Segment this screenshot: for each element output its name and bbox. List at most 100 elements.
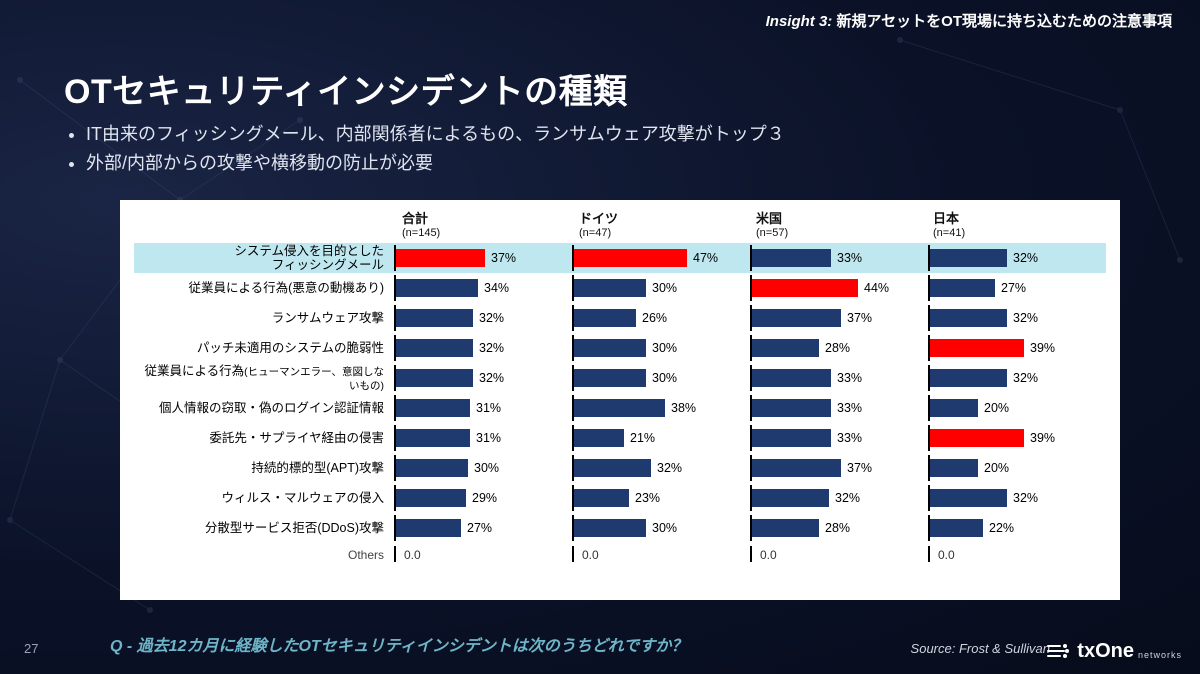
bar-cell: 28% bbox=[750, 513, 928, 543]
bar-cell: 30% bbox=[572, 333, 750, 363]
category-label: 従業員による行為(悪意の動機あり) bbox=[134, 281, 394, 295]
category-label: 持続的標的型(APT)攻撃 bbox=[134, 461, 394, 475]
bar bbox=[752, 369, 831, 387]
bar bbox=[396, 339, 473, 357]
bar-cell: 37% bbox=[750, 453, 928, 483]
category-label: 委託先・サプライヤ経由の侵害 bbox=[134, 431, 394, 445]
bar-value: 21% bbox=[630, 431, 655, 445]
bar-value: 30% bbox=[652, 341, 677, 355]
bar bbox=[396, 429, 470, 447]
insight-tag: Insight 3: 新規アセットをOT現場に持ち込むための注意事項 bbox=[766, 10, 1172, 31]
chart-row: 持続的標的型(APT)攻撃30% 32% 37%20% bbox=[134, 453, 1106, 483]
category-label: 分散型サービス拒否(DDoS)攻撃 bbox=[134, 521, 394, 535]
bar bbox=[396, 309, 473, 327]
col-header: 米国(n=57) bbox=[752, 208, 929, 239]
bar-value: 34% bbox=[484, 281, 509, 295]
bar bbox=[930, 399, 978, 417]
bar-cell: 39% bbox=[928, 333, 1106, 363]
bar bbox=[396, 459, 468, 477]
bar-value: 32% bbox=[479, 371, 504, 385]
bar bbox=[396, 249, 485, 267]
chart-row: 従業員による行為(悪意の動機あり)34%30%44%27% bbox=[134, 273, 1106, 303]
bar-value: 23% bbox=[635, 491, 660, 505]
bar-cell: 20% bbox=[928, 393, 1106, 423]
others-row: Others 0.0 0.0 0.0 0.0 bbox=[134, 543, 1106, 567]
bar bbox=[574, 399, 665, 417]
bar-cell: 32% bbox=[928, 243, 1106, 273]
chart-rows: システム侵入を目的としたフィッシングメール37%47%33%32%従業員による行… bbox=[134, 243, 1106, 543]
bar bbox=[574, 459, 651, 477]
bar-value: 32% bbox=[1013, 371, 1038, 385]
bar-cell: 23% bbox=[572, 483, 750, 513]
bar-cell: 32% bbox=[394, 303, 572, 333]
bar bbox=[930, 279, 995, 297]
bar bbox=[752, 429, 831, 447]
bar bbox=[574, 519, 646, 537]
chart-row: 従業員による行為(ヒューマンエラー、意図しないもの)32%30%33%32% bbox=[134, 363, 1106, 393]
bar-value: 26% bbox=[642, 311, 667, 325]
bar-value: 27% bbox=[467, 521, 492, 535]
page-number: 27 bbox=[24, 641, 38, 656]
bar-cell: 34% bbox=[394, 273, 572, 303]
bar bbox=[930, 249, 1007, 267]
others-label: Others bbox=[134, 548, 394, 562]
bar bbox=[396, 489, 466, 507]
bar bbox=[574, 339, 646, 357]
bar-value: 30% bbox=[652, 281, 677, 295]
bar-value: 32% bbox=[835, 491, 860, 505]
bar-cell: 30% bbox=[394, 453, 572, 483]
bar-value: 33% bbox=[837, 431, 862, 445]
category-label: ウィルス・マルウェアの侵入 bbox=[134, 491, 394, 505]
category-label: 個人情報の窃取・偽のログイン認証情報 bbox=[134, 401, 394, 415]
bar-value: 33% bbox=[837, 401, 862, 415]
bar-cell: 32% bbox=[394, 363, 572, 393]
bar-value: 32% bbox=[479, 311, 504, 325]
bar bbox=[752, 459, 841, 477]
chart-row: パッチ未適用のシステムの脆弱性32%30%28%39% bbox=[134, 333, 1106, 363]
insight-tag-prefix: Insight 3: bbox=[766, 13, 833, 30]
bar-cell: 20% bbox=[928, 453, 1106, 483]
bar-cell: 26% bbox=[572, 303, 750, 333]
bar bbox=[396, 519, 461, 537]
bar-cell: 31% bbox=[394, 423, 572, 453]
bar bbox=[574, 369, 646, 387]
chart-row: 分散型サービス拒否(DDoS)攻撃27%30%28%22% bbox=[134, 513, 1106, 543]
bar bbox=[752, 489, 829, 507]
bar bbox=[752, 339, 819, 357]
bar-value: 29% bbox=[472, 491, 497, 505]
bar-cell: 30% bbox=[572, 513, 750, 543]
chart-row: 委託先・サプライヤ経由の侵害31%21%33%39% bbox=[134, 423, 1106, 453]
bar-cell: 28% bbox=[750, 333, 928, 363]
bar-cell: 33% bbox=[750, 363, 928, 393]
col-header: ドイツ(n=47) bbox=[575, 208, 752, 239]
bar bbox=[574, 309, 636, 327]
bullet-list: IT由来のフィッシングメール、内部関係者によるもの、ランサムウェア攻撃がトップ３… bbox=[64, 120, 1140, 178]
bar-cell: 31% bbox=[394, 393, 572, 423]
bar-value: 37% bbox=[847, 311, 872, 325]
bar bbox=[574, 429, 624, 447]
bar-value: 47% bbox=[693, 251, 718, 265]
bar-value: 32% bbox=[1013, 491, 1038, 505]
brand-logo: txOne networks bbox=[1045, 638, 1182, 664]
bar-value: 37% bbox=[491, 251, 516, 265]
bullet-item: IT由来のフィッシングメール、内部関係者によるもの、ランサムウェア攻撃がトップ３ bbox=[86, 120, 1140, 149]
bar bbox=[574, 249, 687, 267]
bar-value: 44% bbox=[864, 281, 889, 295]
logo-subtext: networks bbox=[1138, 650, 1182, 660]
bar-cell: 32% bbox=[928, 483, 1106, 513]
bar-cell: 33% bbox=[750, 393, 928, 423]
bar-cell: 30% bbox=[572, 273, 750, 303]
bar-cell: 33% bbox=[750, 423, 928, 453]
bar-value: 32% bbox=[657, 461, 682, 475]
bar bbox=[752, 399, 831, 417]
bar bbox=[930, 369, 1007, 387]
bar bbox=[752, 279, 858, 297]
bar bbox=[574, 489, 629, 507]
bar-value: 28% bbox=[825, 341, 850, 355]
bar-value: 31% bbox=[476, 401, 501, 415]
bar-cell: 47% bbox=[572, 243, 750, 273]
insight-tag-text: 新規アセットをOT現場に持ち込むための注意事項 bbox=[832, 13, 1172, 30]
bar-value: 32% bbox=[479, 341, 504, 355]
chart-row: ウィルス・マルウェアの侵入 29% 23% 32% 32% bbox=[134, 483, 1106, 513]
bar-cell: 33% bbox=[750, 243, 928, 273]
